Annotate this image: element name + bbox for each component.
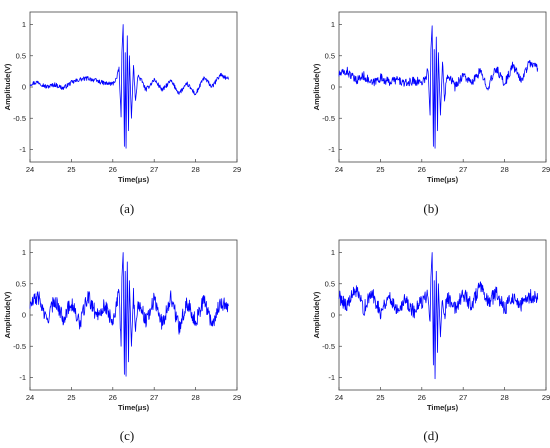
y-tick-label: 1 (331, 20, 335, 29)
y-tick-label: 1 (22, 20, 26, 29)
x-tick-label: 24 (335, 393, 343, 402)
x-tick-label: 28 (500, 393, 508, 402)
series-line (338, 252, 539, 380)
x-tick-label: 24 (26, 165, 34, 174)
x-tick-label: 26 (418, 393, 426, 402)
y-tick-label: 0 (22, 311, 26, 320)
chart-panel-1: 24 25 26 27 28 29 -1 -0.5 0 0.5 1 Time(μs) Amplitude… (3, 11, 241, 216)
x-tick-label: 26 (109, 165, 117, 174)
y-tick-label: -1 (328, 373, 335, 382)
x-axis-label: Time(μs) (427, 403, 459, 412)
y-tick-label: -0.5 (13, 114, 26, 123)
panels: 24 25 26 27 28 29 -1 -0.5 0 0.5 1 Time(μs) Amplitude… (3, 11, 550, 443)
y-tick-label: -1 (19, 373, 26, 382)
x-tick-label: 29 (233, 165, 241, 174)
y-axis-label: Amplitude(V) (3, 291, 12, 338)
panel-label: (a) (120, 201, 134, 216)
x-tick-label: 25 (67, 165, 75, 174)
x-tick-label: 28 (500, 165, 508, 174)
x-tick-label: 29 (233, 393, 241, 402)
x-tick-label: 29 (542, 165, 550, 174)
y-tick-label: -0.5 (322, 342, 335, 351)
y-tick-label: -1 (19, 145, 26, 154)
x-tick-label: 27 (150, 165, 158, 174)
y-tick-label: 0.5 (16, 51, 26, 60)
chart-panel-3: 24 25 26 27 28 29 -1 -0.5 0 0.5 1 Time(μs) Amplitude… (3, 239, 241, 443)
series-line (29, 24, 230, 149)
x-tick-label: 24 (335, 165, 343, 174)
x-tick-label: 26 (109, 393, 117, 402)
plot-frame (338, 239, 547, 391)
plot-frame (338, 11, 547, 163)
chart-panel-2: 24 25 26 27 28 29 -1 -0.5 0 0.5 1 Time(μs) Amplitude… (312, 11, 550, 216)
x-tick-label: 27 (150, 393, 158, 402)
y-tick-label: 0 (331, 311, 335, 320)
y-tick-label: -1 (328, 145, 335, 154)
y-tick-label: 0 (22, 83, 26, 92)
y-tick-label: 0.5 (325, 51, 335, 60)
x-tick-label: 25 (376, 165, 384, 174)
x-tick-label: 24 (26, 393, 34, 402)
x-tick-label: 27 (459, 393, 467, 402)
y-tick-label: 0.5 (325, 279, 335, 288)
x-axis-label: Time(μs) (118, 403, 150, 412)
y-tick-label: 0 (331, 83, 335, 92)
y-tick-label: -0.5 (322, 114, 335, 123)
plot-frame (29, 239, 238, 391)
panel-label: (d) (423, 428, 438, 443)
panel-label: (c) (120, 428, 134, 443)
x-tick-label: 25 (67, 393, 75, 402)
x-tick-label: 29 (542, 393, 550, 402)
chart-panel-4: 24 25 26 27 28 29 -1 -0.5 0 0.5 1 Time(μs) Amplitude… (312, 239, 550, 443)
y-tick-label: 1 (22, 248, 26, 257)
y-tick-label: -0.5 (13, 342, 26, 351)
x-axis-label: Time(μs) (427, 175, 459, 184)
x-tick-label: 27 (459, 165, 467, 174)
y-axis-label: Amplitude(V) (3, 63, 12, 110)
series-line (29, 252, 229, 377)
y-tick-label: 0.5 (16, 279, 26, 288)
x-axis-label: Time(μs) (118, 175, 150, 184)
x-tick-label: 25 (376, 393, 384, 402)
series-line (338, 25, 539, 149)
y-tick-label: 1 (331, 248, 335, 257)
y-axis-label: Amplitude(V) (312, 291, 321, 338)
x-tick-label: 28 (191, 393, 199, 402)
x-tick-label: 28 (191, 165, 199, 174)
x-tick-label: 26 (418, 165, 426, 174)
panel-label: (b) (423, 201, 438, 216)
y-axis-label: Amplitude(V) (312, 63, 321, 110)
